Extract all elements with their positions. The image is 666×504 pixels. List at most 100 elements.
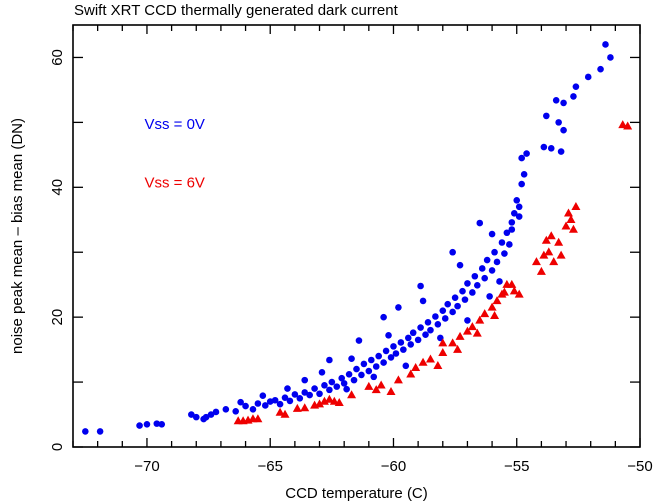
data-point xyxy=(385,332,392,339)
data-point xyxy=(455,331,465,340)
data-point xyxy=(343,385,350,393)
data-point xyxy=(561,221,571,230)
x-tick-label: −70 xyxy=(134,458,159,475)
data-point xyxy=(472,328,482,337)
data-point xyxy=(488,267,496,274)
data-point xyxy=(471,272,479,280)
data-point xyxy=(510,209,518,217)
data-point xyxy=(355,337,363,344)
data-point xyxy=(464,280,471,287)
data-point xyxy=(453,344,463,353)
data-point xyxy=(376,380,386,389)
data-point xyxy=(546,231,556,240)
data-point xyxy=(566,214,576,223)
data-point xyxy=(481,274,488,282)
data-point xyxy=(417,282,424,290)
data-point xyxy=(232,407,240,415)
data-point xyxy=(348,355,355,363)
data-point xyxy=(557,148,565,155)
data-point xyxy=(514,289,524,298)
data-point xyxy=(480,309,490,318)
data-point xyxy=(543,112,550,120)
data-point xyxy=(259,392,267,400)
data-point xyxy=(449,308,456,316)
data-point xyxy=(409,329,417,337)
data-point xyxy=(570,93,577,100)
data-point xyxy=(508,226,516,233)
data-point xyxy=(490,311,500,320)
data-point xyxy=(493,258,501,266)
data-point xyxy=(556,250,566,259)
data-point xyxy=(449,248,456,256)
y-tick-label: 40 xyxy=(49,179,66,196)
data-point xyxy=(427,326,434,334)
data-point xyxy=(618,120,628,129)
data-point xyxy=(523,150,530,157)
data-point xyxy=(564,208,574,217)
data-point xyxy=(271,396,279,404)
data-point xyxy=(276,400,284,408)
data-point xyxy=(281,394,289,401)
data-point xyxy=(292,403,302,412)
data-point xyxy=(418,357,428,366)
data-point xyxy=(96,428,104,435)
data-point xyxy=(488,230,496,238)
data-point xyxy=(454,302,461,310)
data-point xyxy=(340,380,348,387)
data-point xyxy=(200,415,207,423)
data-point xyxy=(393,375,403,384)
data-point xyxy=(300,403,310,412)
data-point xyxy=(515,203,523,211)
data-point xyxy=(367,356,375,364)
data-point xyxy=(602,41,609,48)
tick-labels: −70 −65 −60 −55 −50 0 20 40 60 xyxy=(49,49,653,475)
y-tick-label: 60 xyxy=(49,49,66,66)
x-tick-label: −55 xyxy=(504,458,529,475)
data-point xyxy=(382,347,390,355)
data-point xyxy=(584,73,592,81)
data-point xyxy=(400,346,407,353)
data-point xyxy=(541,235,551,244)
data-point xyxy=(372,363,380,370)
data-point xyxy=(417,324,424,331)
data-point xyxy=(392,350,400,357)
data-point xyxy=(316,390,323,398)
data-point xyxy=(347,390,357,399)
data-point xyxy=(560,126,567,134)
data-point xyxy=(261,402,269,409)
data-point xyxy=(318,369,326,376)
data-point xyxy=(345,370,353,378)
y-tick-label: 0 xyxy=(49,443,66,451)
data-point xyxy=(456,261,464,269)
data-point xyxy=(380,359,387,366)
data-point xyxy=(397,339,405,346)
data-point xyxy=(462,326,472,335)
data-point xyxy=(136,422,143,429)
data-point xyxy=(464,317,471,324)
data-point xyxy=(395,304,402,311)
data-point xyxy=(249,406,257,413)
data-point xyxy=(370,373,378,381)
data-point xyxy=(459,287,466,295)
data-point xyxy=(508,219,516,226)
data-point xyxy=(547,145,555,152)
data-point xyxy=(432,313,439,320)
data-point xyxy=(360,360,368,368)
y-tick-label: 20 xyxy=(49,309,66,326)
data-point xyxy=(560,99,567,107)
data-point xyxy=(253,414,263,423)
data-point xyxy=(473,282,481,289)
data-point xyxy=(386,387,396,396)
data-point xyxy=(439,307,447,314)
data-point xyxy=(329,396,339,405)
axis-ticks xyxy=(72,25,641,448)
data-point xyxy=(571,201,581,210)
data-point xyxy=(434,320,442,328)
data-point xyxy=(364,381,374,390)
data-point xyxy=(425,354,435,363)
plot-frame xyxy=(72,24,641,448)
data-point xyxy=(544,247,554,256)
data-point xyxy=(513,196,521,204)
data-point xyxy=(358,371,365,379)
data-point xyxy=(326,356,333,364)
